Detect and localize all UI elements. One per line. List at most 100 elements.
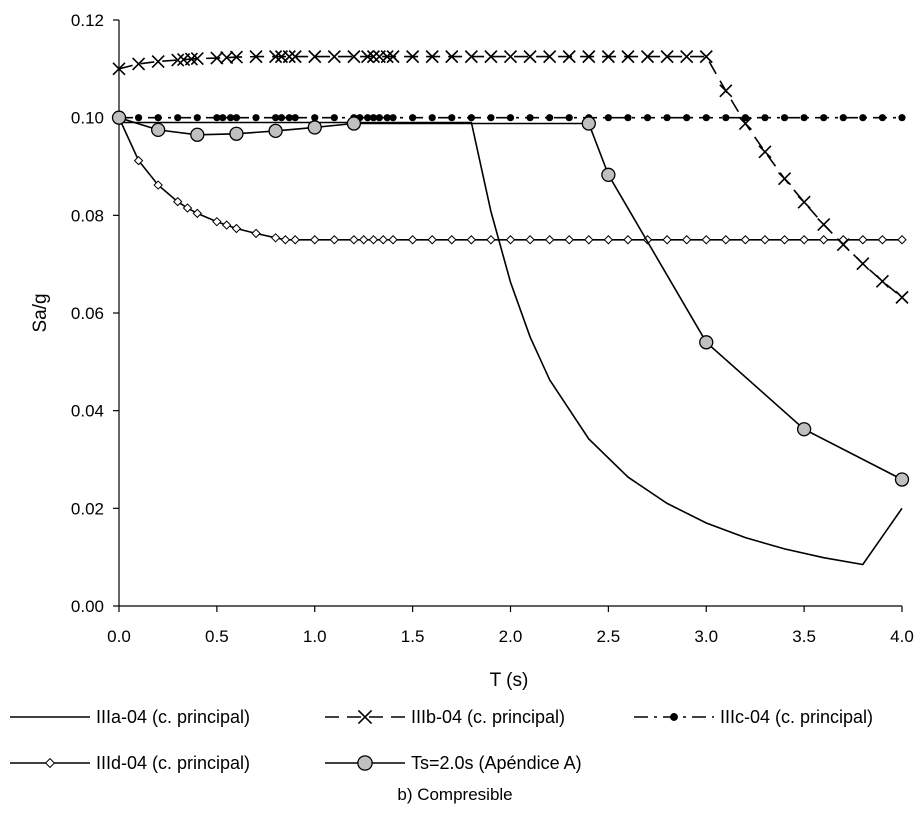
x-marker <box>190 52 204 66</box>
x-tick-label: 3.5 <box>792 627 816 646</box>
dot-marker <box>364 114 372 122</box>
x-marker <box>836 238 850 252</box>
dot-marker <box>154 114 162 122</box>
dot-marker <box>134 114 143 122</box>
series-3 <box>115 114 906 122</box>
y-tick-label: 0.02 <box>71 499 104 518</box>
circle-marker <box>346 116 362 131</box>
diamond-marker <box>44 757 56 769</box>
dot-marker <box>780 114 789 122</box>
legend-label: IIId-04 (c. principal) <box>96 753 250 773</box>
x-tick-label: 2.0 <box>499 627 523 646</box>
dot-marker <box>232 114 241 122</box>
x-tick-label: 1.5 <box>401 627 425 646</box>
diamond-marker <box>740 235 751 245</box>
x-marker <box>151 54 165 69</box>
x-marker <box>184 52 198 66</box>
y-tick-label: 0.06 <box>71 304 104 323</box>
diamond-marker <box>173 196 183 207</box>
diamond-marker <box>378 235 388 245</box>
x-marker <box>425 50 439 64</box>
x-marker <box>282 50 296 64</box>
dot-marker <box>174 114 182 122</box>
x-tick-label: 0.0 <box>107 627 131 646</box>
dot-marker <box>859 114 867 122</box>
circle-marker <box>190 127 205 142</box>
diamond-marker <box>427 235 437 245</box>
diamond-marker <box>270 233 281 243</box>
series-line <box>119 121 903 566</box>
x-marker <box>738 116 752 131</box>
x-marker <box>406 50 420 64</box>
x-tick-label: 2.5 <box>597 627 621 646</box>
x-tick-label: 4.0 <box>890 627 914 646</box>
dot-marker <box>272 114 280 122</box>
diamond-marker <box>221 220 232 230</box>
chart-caption: b) Compresible <box>397 785 512 804</box>
x-marker <box>366 50 381 64</box>
circle-marker <box>150 122 166 138</box>
legend-label: Ts=2.0s (Apéndice A) <box>411 753 582 773</box>
circle-marker <box>268 123 283 139</box>
x-marker <box>308 50 322 64</box>
diamond-marker <box>603 235 614 245</box>
x-tick-label: 0.5 <box>205 627 229 646</box>
x-marker <box>582 50 596 64</box>
series-line <box>118 55 903 299</box>
circle-marker <box>581 116 596 131</box>
x-marker <box>229 50 244 64</box>
x-marker <box>171 53 185 67</box>
dot-marker <box>369 114 378 122</box>
x-marker <box>719 84 733 98</box>
x-marker <box>288 50 302 64</box>
dot-marker <box>643 114 652 122</box>
dot-marker <box>389 114 397 122</box>
series-2 <box>112 50 909 304</box>
dot-marker <box>285 114 293 122</box>
x-marker <box>464 50 478 64</box>
x-marker <box>621 50 635 64</box>
y-tick-label: 0.04 <box>71 402 104 421</box>
diamond-marker <box>877 235 888 245</box>
diamond-marker <box>280 235 291 245</box>
x-marker <box>327 50 341 64</box>
legend-label: IIIa-04 (c. principal) <box>96 707 250 727</box>
diamond-marker <box>584 235 594 245</box>
diamond-marker <box>251 228 261 239</box>
x-marker <box>680 50 694 64</box>
diamond-marker <box>153 180 163 190</box>
dot-marker <box>219 114 227 122</box>
x-marker <box>797 195 811 209</box>
circle-marker <box>894 472 910 487</box>
legend-item-3: IIIc-04 (c. principal) <box>634 707 873 727</box>
x-marker <box>445 50 459 64</box>
dot-marker <box>670 713 678 721</box>
diamond-marker <box>505 235 516 245</box>
x-marker <box>777 172 792 186</box>
legend-label: IIIb-04 (c. principal) <box>411 707 565 727</box>
diamond-marker <box>564 235 574 245</box>
series-1 <box>119 121 903 566</box>
dot-marker <box>820 114 828 122</box>
dot-marker <box>375 114 383 122</box>
circle-marker <box>699 335 714 350</box>
legend-label: IIIc-04 (c. principal) <box>720 707 873 727</box>
x-marker <box>640 50 655 64</box>
x-marker <box>210 51 224 65</box>
diamond-marker <box>760 235 770 245</box>
dot-marker <box>226 114 235 122</box>
dot-marker <box>428 114 436 122</box>
dot-marker <box>506 114 515 122</box>
x-marker <box>523 50 537 64</box>
legend-item-1: IIIa-04 (c. principal) <box>10 707 250 727</box>
dot-marker <box>683 114 691 122</box>
dot-marker <box>193 114 201 122</box>
dot-marker <box>800 114 808 122</box>
y-axis-title: Sa/g <box>30 293 51 332</box>
x-marker <box>503 50 518 64</box>
dot-marker <box>383 114 391 122</box>
diamond-marker <box>623 235 633 245</box>
x-marker <box>484 50 498 64</box>
x-marker <box>562 50 576 64</box>
dot-marker <box>722 114 730 122</box>
